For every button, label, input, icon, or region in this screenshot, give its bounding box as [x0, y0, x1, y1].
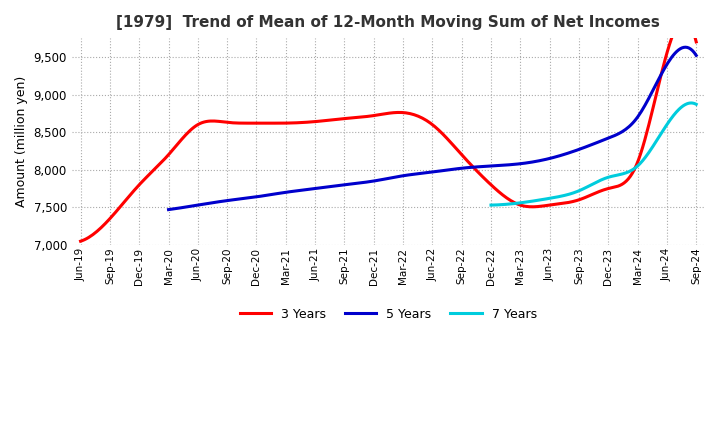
7 Years	[487, 202, 496, 208]
7 Years	[660, 126, 668, 132]
3 Years	[441, 134, 449, 139]
7 Years	[609, 173, 618, 179]
5 Years	[164, 207, 173, 212]
7 Years	[672, 109, 681, 114]
3 Years	[595, 189, 604, 194]
5 Years	[487, 163, 496, 169]
3 Years	[443, 136, 451, 141]
3 Years	[692, 39, 701, 44]
7 Years	[692, 102, 701, 107]
3 Years	[680, 16, 688, 21]
Line: 5 Years: 5 Years	[168, 47, 696, 209]
7 Years	[687, 100, 696, 106]
5 Years	[609, 133, 618, 139]
7 Years	[612, 172, 621, 178]
3 Years	[634, 157, 643, 162]
5 Years	[166, 207, 175, 212]
7 Years	[487, 202, 495, 208]
5 Years	[478, 164, 487, 169]
Title: [1979]  Trend of Mean of 12-Month Moving Sum of Net Incomes: [1979] Trend of Mean of 12-Month Moving …	[117, 15, 660, 30]
Line: 3 Years: 3 Years	[81, 18, 696, 241]
5 Years	[477, 164, 485, 169]
5 Years	[642, 99, 651, 105]
Y-axis label: Amount (million yen): Amount (million yen)	[15, 76, 28, 207]
5 Years	[692, 53, 701, 58]
3 Years	[453, 147, 462, 153]
3 Years	[78, 238, 87, 243]
Line: 7 Years: 7 Years	[491, 103, 696, 205]
7 Years	[608, 173, 617, 179]
3 Years	[76, 238, 85, 244]
5 Years	[681, 44, 690, 50]
Legend: 3 Years, 5 Years, 7 Years: 3 Years, 5 Years, 7 Years	[235, 303, 541, 326]
